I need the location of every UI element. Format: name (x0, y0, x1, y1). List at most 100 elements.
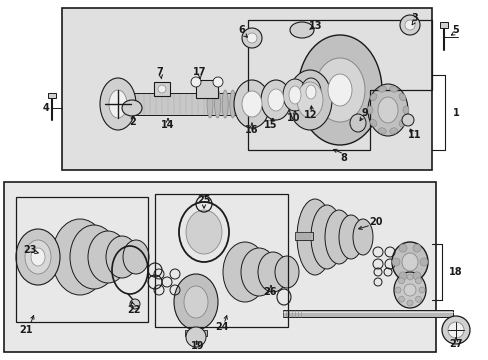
Ellipse shape (234, 80, 269, 128)
Ellipse shape (391, 258, 399, 266)
Ellipse shape (283, 79, 306, 111)
Ellipse shape (378, 128, 386, 134)
Ellipse shape (261, 80, 290, 120)
Ellipse shape (274, 256, 298, 288)
Ellipse shape (288, 86, 301, 104)
Text: 25: 25 (197, 195, 210, 205)
Ellipse shape (401, 114, 413, 126)
Text: 22: 22 (127, 305, 141, 315)
Text: 21: 21 (19, 325, 33, 335)
Ellipse shape (325, 210, 352, 264)
Ellipse shape (130, 299, 140, 309)
Ellipse shape (419, 258, 427, 266)
Ellipse shape (398, 296, 404, 302)
Bar (48, 93, 56, 98)
Text: 17: 17 (193, 67, 206, 77)
Ellipse shape (88, 231, 128, 283)
Ellipse shape (418, 287, 424, 293)
Text: 15: 15 (264, 120, 277, 130)
Ellipse shape (406, 300, 412, 306)
Text: 13: 13 (308, 21, 322, 31)
Ellipse shape (246, 33, 257, 43)
Ellipse shape (241, 248, 276, 296)
Ellipse shape (406, 274, 412, 280)
Ellipse shape (296, 199, 332, 275)
Ellipse shape (185, 210, 222, 254)
Ellipse shape (106, 236, 138, 278)
Ellipse shape (398, 119, 405, 127)
Text: 4: 4 (42, 103, 49, 113)
Ellipse shape (369, 119, 376, 127)
Bar (118, 93, 283, 115)
Ellipse shape (242, 28, 262, 48)
Text: 5: 5 (452, 25, 458, 35)
Text: 9: 9 (361, 108, 367, 118)
Ellipse shape (352, 219, 372, 255)
Text: 3: 3 (411, 13, 418, 23)
Ellipse shape (327, 74, 351, 106)
Ellipse shape (391, 242, 427, 282)
Ellipse shape (402, 106, 408, 114)
Ellipse shape (398, 244, 406, 252)
Ellipse shape (25, 240, 51, 274)
Ellipse shape (158, 85, 165, 93)
Ellipse shape (301, 78, 320, 106)
Ellipse shape (183, 286, 207, 318)
Ellipse shape (229, 90, 235, 118)
Text: 14: 14 (161, 120, 174, 130)
Ellipse shape (314, 58, 364, 122)
Ellipse shape (389, 86, 397, 92)
Ellipse shape (213, 77, 223, 87)
Ellipse shape (258, 252, 287, 292)
Ellipse shape (378, 86, 386, 92)
Ellipse shape (415, 296, 421, 302)
Ellipse shape (401, 253, 417, 271)
Ellipse shape (109, 90, 127, 118)
Ellipse shape (393, 272, 425, 308)
Text: 18: 18 (448, 267, 462, 277)
Ellipse shape (412, 272, 420, 280)
Ellipse shape (367, 84, 407, 136)
Bar (62, 8, 431, 170)
Bar (196, 80, 218, 98)
Text: 20: 20 (368, 217, 382, 227)
Text: 8: 8 (340, 153, 347, 163)
Ellipse shape (398, 93, 405, 101)
Ellipse shape (310, 205, 342, 269)
Ellipse shape (412, 244, 420, 252)
Ellipse shape (394, 287, 400, 293)
Ellipse shape (447, 322, 463, 338)
Ellipse shape (70, 225, 118, 289)
Bar (4, 182, 435, 352)
Text: 19: 19 (191, 341, 204, 351)
Ellipse shape (223, 242, 266, 302)
Ellipse shape (267, 89, 284, 111)
Text: 11: 11 (407, 130, 421, 140)
Ellipse shape (441, 316, 469, 344)
Text: 7: 7 (156, 67, 163, 77)
Ellipse shape (403, 284, 415, 296)
Text: 27: 27 (448, 339, 462, 349)
Ellipse shape (289, 22, 313, 38)
Ellipse shape (222, 90, 228, 118)
Ellipse shape (16, 229, 60, 285)
Ellipse shape (398, 278, 404, 284)
Text: 2: 2 (129, 117, 136, 127)
Bar (184, 330, 206, 336)
Text: 10: 10 (286, 113, 300, 123)
Bar (294, 232, 312, 240)
Ellipse shape (377, 97, 397, 123)
Ellipse shape (404, 20, 414, 30)
Ellipse shape (389, 128, 397, 134)
Ellipse shape (398, 272, 406, 280)
Ellipse shape (100, 78, 136, 130)
Text: 23: 23 (23, 245, 37, 255)
Bar (439, 22, 447, 28)
Ellipse shape (52, 219, 108, 295)
Ellipse shape (191, 77, 201, 87)
Ellipse shape (237, 90, 243, 118)
Bar (283, 310, 452, 317)
Ellipse shape (123, 240, 149, 274)
Ellipse shape (296, 82, 323, 118)
Ellipse shape (369, 93, 376, 101)
